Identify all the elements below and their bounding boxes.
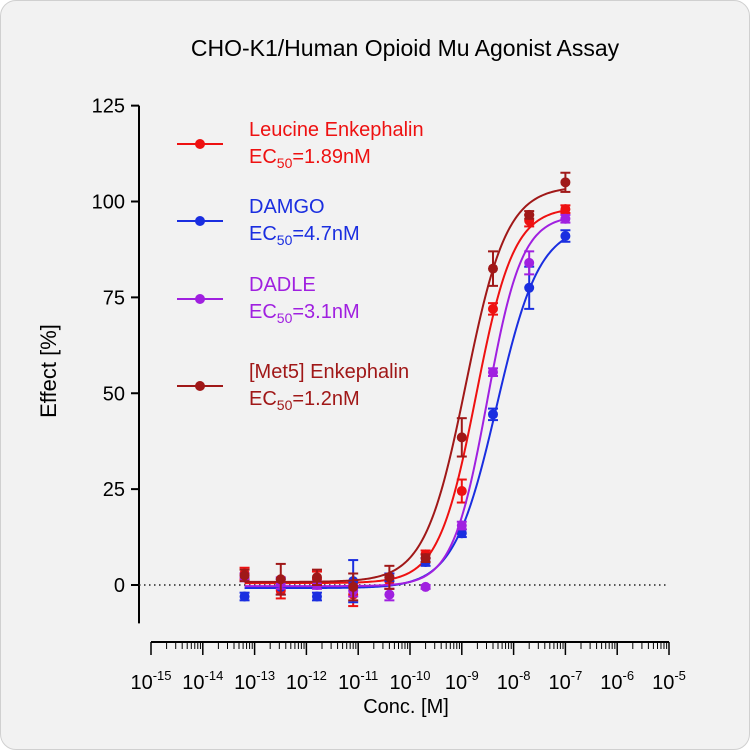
fit-curve	[244, 209, 566, 585]
y-tick-label: 0	[114, 575, 125, 597]
data-point	[560, 231, 571, 242]
data-point	[384, 572, 395, 583]
data-point	[456, 432, 467, 443]
legend-ec50-text: EC50=4.7nM	[249, 223, 360, 248]
data-point	[560, 204, 571, 215]
x-tick-label: 10-8	[497, 668, 531, 694]
legend-marker	[195, 216, 205, 226]
data-point	[311, 591, 322, 602]
data-point	[524, 257, 535, 268]
x-tick-label: 10-10	[389, 668, 430, 694]
data-point	[524, 282, 535, 293]
y-tick-label: 75	[103, 287, 125, 309]
legend-series-name: [Met5] Enkephalin	[249, 361, 409, 383]
legend-ec50-text: EC50=1.2nM	[249, 388, 360, 413]
legend-series-name: DADLE	[249, 274, 316, 296]
data-point	[456, 520, 467, 531]
series-4	[239, 171, 571, 602]
legend-entry-3: DADLE EC50=3.1nM	[177, 274, 360, 326]
chart-title: CHO-K1/Human Opioid Mu Agonist Assay	[191, 35, 620, 61]
legend-entry-1: Leucine Enkephalin EC50=1.89nM	[177, 119, 424, 171]
legend-ec50-text: EC50=3.1nM	[249, 301, 360, 326]
fit-curve	[244, 188, 566, 583]
legend-marker	[195, 139, 205, 149]
data-point	[420, 553, 431, 564]
legend-series-name: Leucine Enkephalin	[249, 119, 424, 141]
y-tick-label: 50	[103, 383, 125, 405]
data-point	[487, 263, 498, 274]
y-tick-label: 125	[92, 96, 125, 118]
x-tick-label: 10-13	[234, 668, 275, 694]
data-point	[560, 177, 571, 188]
legend-marker	[195, 381, 205, 391]
legend-ec50-text: EC50=1.89nM	[249, 146, 371, 171]
data-point	[384, 589, 395, 600]
data-point	[420, 581, 431, 592]
data-point	[560, 213, 571, 224]
plot-area	[139, 171, 669, 608]
data-point	[275, 574, 286, 585]
x-axis-label: Conc. [M]	[363, 696, 449, 718]
x-tick-label: 10-15	[130, 668, 171, 694]
fit-curve	[244, 217, 566, 588]
legend: Leucine Enkephalin EC50=1.89nM DAMGO EC50=4…	[177, 119, 424, 413]
legend-series-name: DAMGO	[249, 196, 325, 218]
x-tick-label: 10-7	[548, 668, 582, 694]
data-point	[311, 572, 322, 583]
y-tick-label: 25	[103, 479, 125, 501]
x-tick-label: 10-5	[652, 668, 686, 694]
data-point	[348, 581, 359, 592]
x-tick-label: 10-14	[182, 668, 223, 694]
data-point	[239, 570, 250, 581]
data-point	[487, 367, 498, 378]
legend-marker	[195, 294, 205, 304]
data-point	[456, 486, 467, 497]
data-point	[487, 303, 498, 314]
x-tick-label: 10-12	[286, 668, 327, 694]
x-tick-label: 10-9	[445, 668, 479, 694]
y-axis-label: Effect [%]	[36, 324, 61, 418]
axes: 0 25 50 75 100 125 10-15 10-14 10-13 10-12 10-11 10…	[92, 96, 686, 694]
legend-entry-4: [Met5] Enkephalin EC50=1.2nM	[177, 361, 409, 413]
data-point	[239, 591, 250, 602]
x-tick-label: 10-11	[338, 668, 378, 694]
data-point	[524, 209, 535, 220]
legend-entry-2: DAMGO EC50=4.7nM	[177, 196, 360, 248]
y-tick-label: 100	[92, 192, 125, 214]
data-point	[456, 528, 467, 539]
data-point	[487, 409, 498, 420]
x-tick-label: 10-6	[600, 668, 634, 694]
